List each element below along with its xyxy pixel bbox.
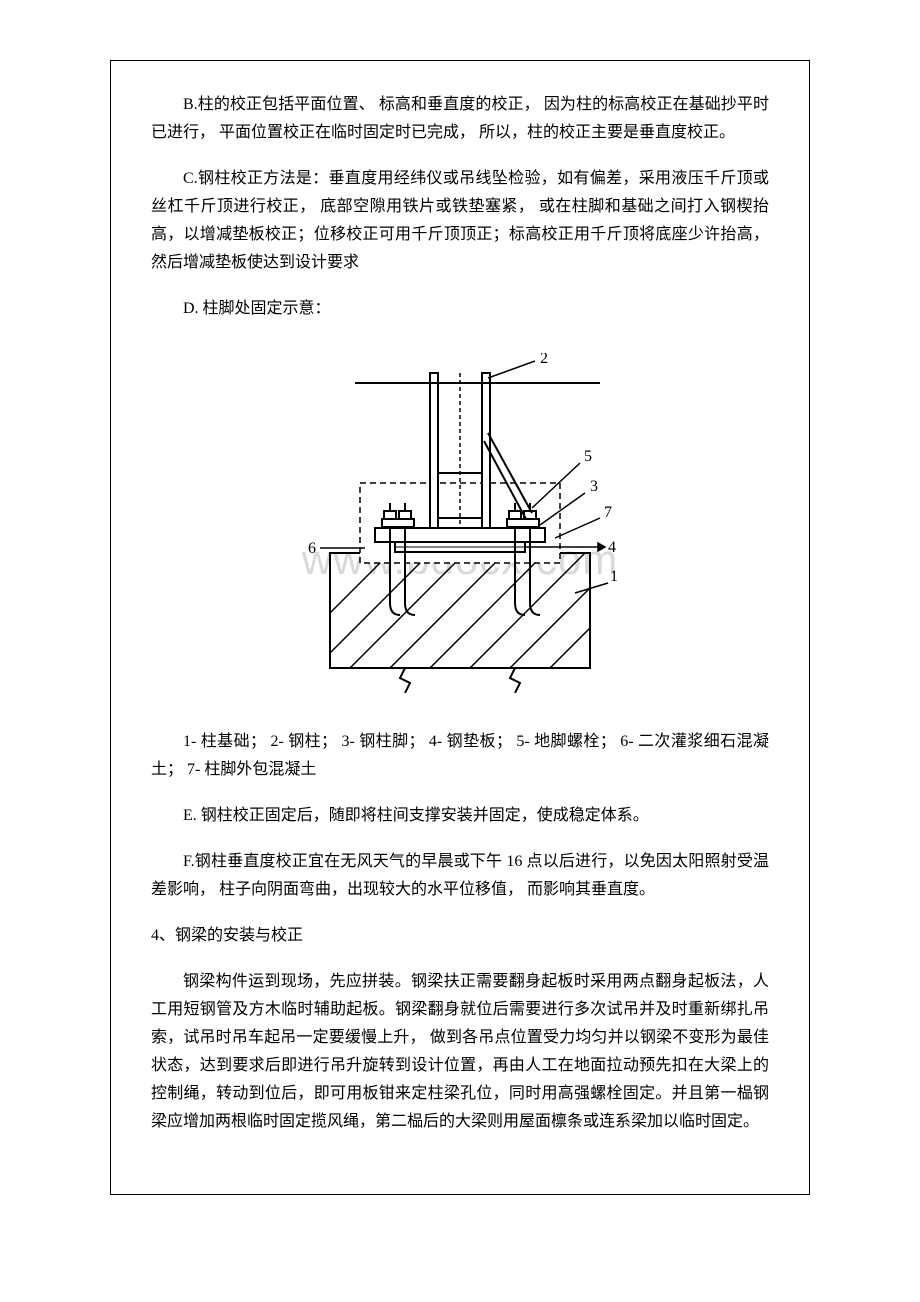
paragraph-b: B.柱的校正包括平面位置、 标高和垂直度的校正， 因为柱的标高校正在基础抄平时已… (151, 91, 769, 147)
diagram-label-1: 1 (610, 568, 618, 585)
paragraph-d: D. 柱脚处固定示意： (151, 295, 769, 323)
diagram-svg: 2 5 3 7 4 1 6 (300, 353, 620, 693)
diagram-label-4: 4 (608, 539, 616, 556)
paragraph-beam: 钢梁构件运到现场，先应拼装。钢梁扶正需要翻身起板时采用两点翻身起板法，人工用短钢… (151, 968, 769, 1136)
diagram-label-2: 2 (540, 353, 548, 367)
document-page: B.柱的校正包括平面位置、 标高和垂直度的校正， 因为柱的标高校正在基础抄平时已… (110, 60, 810, 1195)
diagram-legend: 1- 柱基础； 2- 钢柱； 3- 钢柱脚； 4- 钢垫板； 5- 地脚螺栓； … (151, 728, 769, 784)
diagram-label-7: 7 (604, 504, 612, 521)
paragraph-c: C.钢柱校正方法是：垂直度用经纬仪或吊线坠检验，如有偏差，采用液压千斤顶或丝杠千… (151, 165, 769, 277)
column-base-diagram: www.bdocx.com (151, 353, 769, 698)
diagram-label-6: 6 (308, 540, 316, 557)
heading-4: 4、钢梁的安装与校正 (151, 922, 769, 950)
diagram-label-3: 3 (590, 478, 598, 495)
paragraph-e: E. 钢柱校正固定后，随即将柱间支撑安装并固定，使成稳定体系。 (151, 802, 769, 830)
paragraph-f: F.钢柱垂直度校正宜在无风天气的早晨或下午 16 点以后进行，以免因太阳照射受温… (151, 848, 769, 904)
diagram-label-5: 5 (584, 448, 592, 465)
